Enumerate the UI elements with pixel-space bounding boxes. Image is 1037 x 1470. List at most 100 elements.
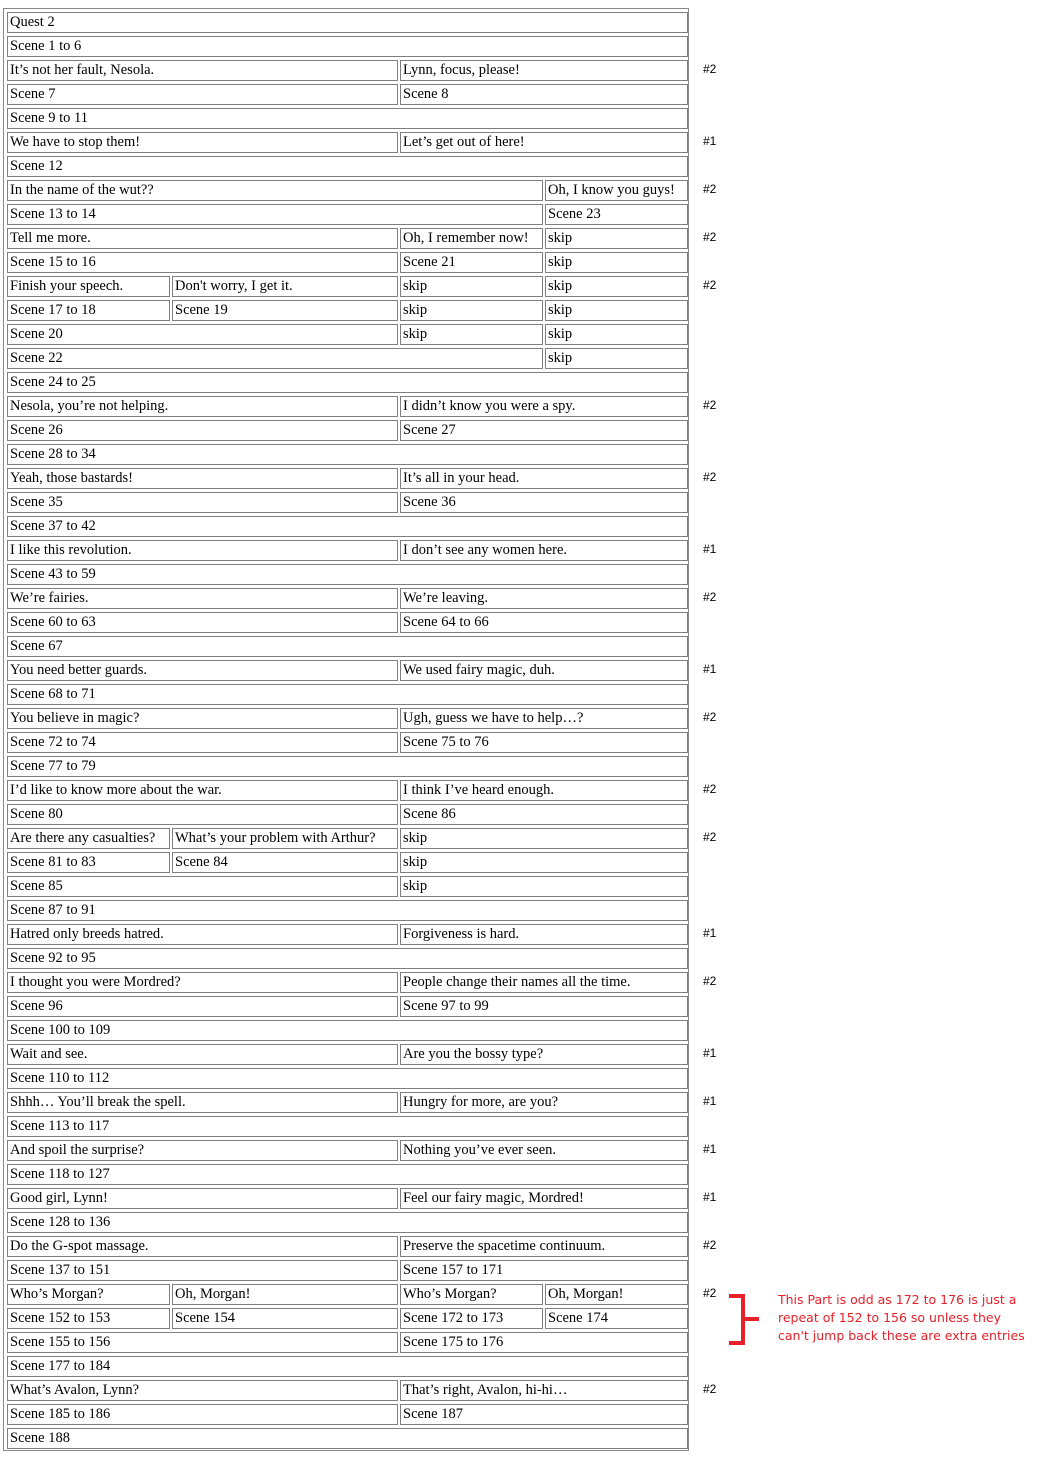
- table-cell: skip: [545, 300, 688, 321]
- table-cell: Scene 152 to 153: [7, 1308, 170, 1329]
- table-cell: Scene 17 to 18: [7, 300, 170, 321]
- table-cell: Yeah, those bastards!: [7, 468, 398, 489]
- table-cell: And spoil the surprise?: [7, 1140, 398, 1161]
- table-cell: Scene 84: [172, 852, 398, 873]
- table-cell: Scene 77 to 79: [7, 756, 688, 777]
- table-cell: skip: [545, 228, 688, 249]
- table-cell: Scene 37 to 42: [7, 516, 688, 537]
- table-cell: Scene 1 to 6: [7, 36, 688, 57]
- choice-note: #2: [703, 782, 717, 796]
- table-cell: What’s Avalon, Lynn?: [7, 1380, 398, 1401]
- table-cell: Good girl, Lynn!: [7, 1188, 398, 1209]
- table-cell: Hatred only breeds hatred.: [7, 924, 398, 945]
- table-cell: Scene 35: [7, 492, 398, 513]
- table-cell: skip: [545, 324, 688, 345]
- table-cell: skip: [400, 324, 543, 345]
- table-cell: Scene 12: [7, 156, 688, 177]
- table-cell: Scene 72 to 74: [7, 732, 398, 753]
- choice-note: #2: [703, 1238, 717, 1252]
- table-cell: Wait and see.: [7, 1044, 398, 1065]
- choice-note: #2: [703, 830, 717, 844]
- table-cell: Scene 43 to 59: [7, 564, 688, 585]
- table-cell: Scene 110 to 112: [7, 1068, 688, 1089]
- table-cell: Scene 64 to 66: [400, 612, 688, 633]
- table-cell: Scene 118 to 127: [7, 1164, 688, 1185]
- choice-note: #2: [703, 62, 717, 76]
- choice-note: #1: [703, 134, 717, 148]
- table-cell: We used fairy magic, duh.: [400, 660, 688, 681]
- table-cell: I like this revolution.: [7, 540, 398, 561]
- table-cell: Scene 24 to 25: [7, 372, 688, 393]
- table-cell: skip: [545, 276, 688, 297]
- choice-note: #1: [703, 662, 717, 676]
- quest-table: Quest 2 Scene 1 to 6 It’s not her fault, N…: [3, 8, 689, 1451]
- table-cell: Scene 36: [400, 492, 688, 513]
- table-cell: Scene 21: [400, 252, 543, 273]
- table-cell: You believe in magic?: [7, 708, 398, 729]
- table-cell: Tell me more.: [7, 228, 398, 249]
- table-cell: Scene 19: [172, 300, 398, 321]
- table-cell: Scene 174: [545, 1308, 688, 1329]
- table-cell: Forgiveness is hard.: [400, 924, 688, 945]
- choice-note: #2: [703, 398, 717, 412]
- table-cell: It’s not her fault, Nesola.: [7, 60, 398, 81]
- table-cell: Scene 13 to 14: [7, 204, 543, 225]
- table-cell: In the name of the wut??: [7, 180, 543, 201]
- table-cell: Scene 137 to 151: [7, 1260, 398, 1281]
- table-cell: Scene 28 to 34: [7, 444, 688, 465]
- table-cell: It’s all in your head.: [400, 468, 688, 489]
- choice-note: #1: [703, 542, 717, 556]
- table-cell: Scene 97 to 99: [400, 996, 688, 1017]
- table-cell: Scene 100 to 109: [7, 1020, 688, 1041]
- table-cell: skip: [400, 852, 688, 873]
- table-cell: I didn’t know you were a spy.: [400, 396, 688, 417]
- choice-note: #2: [703, 1286, 717, 1300]
- table-cell: Scene 185 to 186: [7, 1404, 398, 1425]
- table-cell: We have to stop them!: [7, 132, 398, 153]
- table-cell: Scene 20: [7, 324, 398, 345]
- table-cell: Lynn, focus, please!: [400, 60, 688, 81]
- table-cell: Oh, I know you guys!: [545, 180, 688, 201]
- table-cell: Nothing you’ve ever seen.: [400, 1140, 688, 1161]
- table-cell: Scene 26: [7, 420, 398, 441]
- table-cell: Scene 155 to 156: [7, 1332, 398, 1353]
- table-cell: Scene 154: [172, 1308, 398, 1329]
- table-cell: Scene 60 to 63: [7, 612, 398, 633]
- table-cell: Are there any casualties?: [7, 828, 170, 849]
- table-cell: Scene 8: [400, 84, 688, 105]
- choice-note: #2: [703, 278, 717, 292]
- choice-note: #1: [703, 1094, 717, 1108]
- table-cell: Scene 128 to 136: [7, 1212, 688, 1233]
- table-cell: Scene 96: [7, 996, 398, 1017]
- table-cell: Nesola, you’re not helping.: [7, 396, 398, 417]
- table-cell: Oh, Morgan!: [545, 1284, 688, 1305]
- table-cell: You need better guards.: [7, 660, 398, 681]
- choice-note: #2: [703, 710, 717, 724]
- table-cell: Scene 81 to 83: [7, 852, 170, 873]
- table-cell: Scene 175 to 176: [400, 1332, 688, 1353]
- choice-note: #2: [703, 1382, 717, 1396]
- table-cell: Who’s Morgan?: [7, 1284, 170, 1305]
- table-cell: Scene 80: [7, 804, 398, 825]
- table-cell: Scene 7: [7, 84, 398, 105]
- table-cell: Are you the bossy type?: [400, 1044, 688, 1065]
- table-cell: I think I’ve heard enough.: [400, 780, 688, 801]
- choice-note: #2: [703, 974, 717, 988]
- table-cell: Scene 67: [7, 636, 688, 657]
- table-cell: We’re leaving.: [400, 588, 688, 609]
- table-cell: Who’s Morgan?: [400, 1284, 543, 1305]
- table-cell: That’s right, Avalon, hi-hi…: [400, 1380, 688, 1401]
- table-cell: Scene 187: [400, 1404, 688, 1425]
- table-cell: Scene 86: [400, 804, 688, 825]
- table-cell: Scene 27: [400, 420, 688, 441]
- table-cell: Scene 68 to 71: [7, 684, 688, 705]
- table-cell: Scene 172 to 173: [400, 1308, 543, 1329]
- table-cell: I thought you were Mordred?: [7, 972, 398, 993]
- table-cell: skip: [545, 252, 688, 273]
- table-cell: Preserve the spacetime continuum.: [400, 1236, 688, 1257]
- choice-note: #1: [703, 1190, 717, 1204]
- table-cell: I don’t see any women here.: [400, 540, 688, 561]
- table-cell: Feel our fairy magic, Mordred!: [400, 1188, 688, 1209]
- table-cell: We’re fairies.: [7, 588, 398, 609]
- table-cell: Scene 157 to 171: [400, 1260, 688, 1281]
